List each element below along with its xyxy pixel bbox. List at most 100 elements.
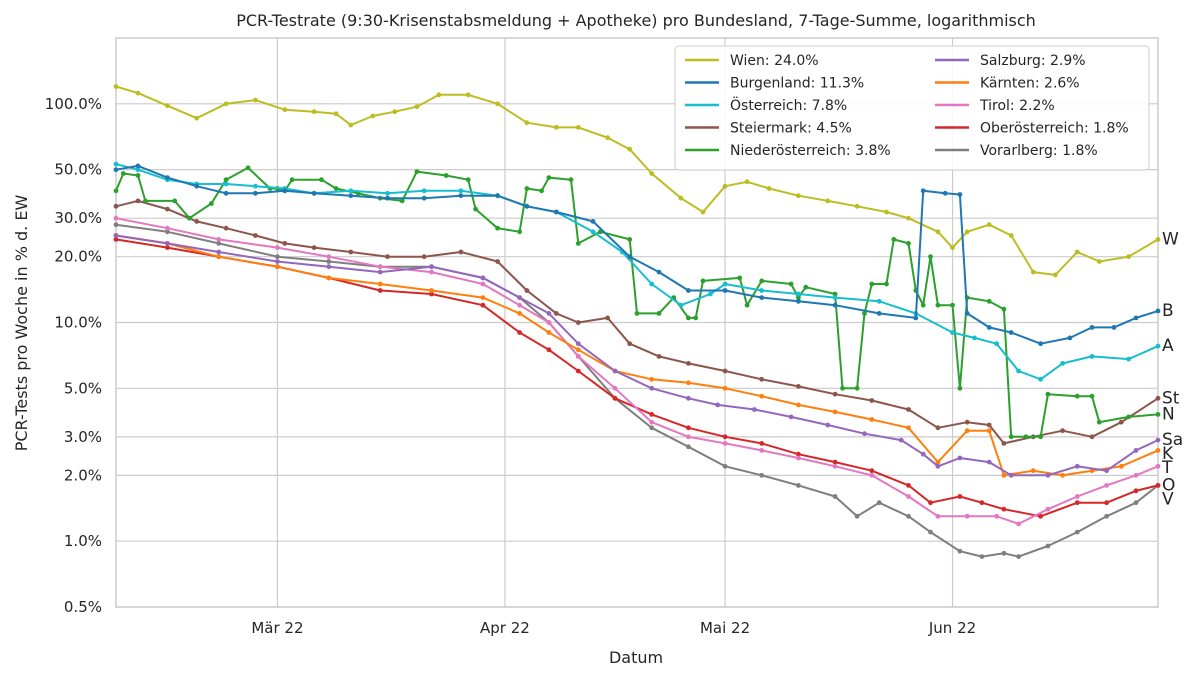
data-point xyxy=(311,109,317,115)
data-point xyxy=(686,444,691,450)
data-point xyxy=(253,233,258,238)
legend-label: Österreich: 7.8% xyxy=(730,96,847,114)
series-end-label: A xyxy=(1162,336,1174,356)
data-point xyxy=(253,183,258,189)
data-point xyxy=(964,419,970,425)
data-point xyxy=(165,103,170,109)
data-point xyxy=(854,385,860,391)
data-point xyxy=(686,434,691,440)
data-point xyxy=(1016,368,1021,374)
data-point xyxy=(1008,472,1014,478)
data-point xyxy=(1133,488,1139,494)
data-point xyxy=(957,548,963,554)
data-point xyxy=(796,295,801,300)
series-line xyxy=(115,223,1159,558)
series-3 xyxy=(113,161,1161,382)
data-point xyxy=(906,513,911,519)
y-tick-label: 50.0% xyxy=(54,161,102,179)
data-point xyxy=(275,245,280,251)
series-layer xyxy=(113,84,1161,559)
data-point xyxy=(854,203,860,209)
data-point xyxy=(245,165,251,171)
data-point xyxy=(1104,483,1109,488)
legend-item: Salzburg: 2.9% xyxy=(935,53,1086,69)
data-point xyxy=(590,219,596,224)
data-point xyxy=(1096,259,1102,264)
data-point xyxy=(113,84,119,89)
y-tick-label: 100.0% xyxy=(45,95,102,113)
data-point xyxy=(1023,434,1029,440)
data-point xyxy=(891,237,897,242)
data-point xyxy=(986,325,992,330)
data-point xyxy=(223,101,229,107)
legend-item: Niederösterreich: 3.8% xyxy=(685,143,891,159)
data-point xyxy=(1118,463,1124,469)
series-end-label: V xyxy=(1162,489,1174,509)
data-point xyxy=(986,459,992,465)
data-point xyxy=(1052,272,1058,278)
data-point xyxy=(421,195,427,201)
y-tick-label: 30.0% xyxy=(54,209,102,227)
data-point xyxy=(686,315,691,321)
data-point xyxy=(935,513,941,519)
data-point xyxy=(517,311,522,316)
data-point xyxy=(612,368,618,374)
data-point xyxy=(964,311,970,316)
data-point xyxy=(113,188,119,194)
data-point xyxy=(333,186,339,191)
data-point xyxy=(135,90,141,96)
series-5 xyxy=(113,165,1161,440)
data-point xyxy=(289,177,295,183)
data-point xyxy=(722,385,728,391)
data-point xyxy=(862,431,867,437)
series-end-label: K xyxy=(1162,444,1174,464)
data-point xyxy=(708,291,713,297)
data-point xyxy=(884,209,889,215)
y-tick-label: 0.5% xyxy=(64,598,102,616)
data-point xyxy=(1074,249,1080,255)
data-point xyxy=(1155,395,1161,401)
data-point xyxy=(120,171,126,176)
data-point xyxy=(1074,393,1080,399)
data-point xyxy=(869,468,875,474)
data-point xyxy=(1155,343,1161,349)
data-point xyxy=(656,311,662,316)
data-point xyxy=(1133,472,1139,478)
data-point xyxy=(311,190,317,196)
legend-label: Burgenland: 11.3% xyxy=(730,76,864,92)
data-point xyxy=(187,215,192,221)
data-point xyxy=(194,219,200,224)
data-point xyxy=(678,302,684,308)
data-point xyxy=(546,311,552,316)
data-point xyxy=(1038,434,1043,440)
data-point xyxy=(1104,500,1109,506)
data-point xyxy=(796,291,801,297)
data-point xyxy=(928,500,933,506)
data-point xyxy=(524,288,530,293)
data-point xyxy=(832,494,838,499)
data-point xyxy=(686,361,691,366)
data-point xyxy=(333,111,339,117)
data-point xyxy=(546,175,552,181)
data-point xyxy=(759,441,765,446)
data-point xyxy=(575,354,581,359)
data-point xyxy=(575,368,581,374)
data-point xyxy=(553,209,559,215)
data-point xyxy=(627,254,633,260)
data-point xyxy=(216,241,222,246)
data-point xyxy=(546,320,552,325)
data-point xyxy=(700,209,706,215)
data-point xyxy=(935,302,941,308)
data-point xyxy=(370,113,376,119)
data-point xyxy=(495,193,500,199)
data-point xyxy=(1074,463,1080,469)
data-point xyxy=(950,330,955,335)
data-point xyxy=(1118,419,1124,425)
data-point xyxy=(825,198,831,204)
data-point xyxy=(796,298,801,304)
data-point xyxy=(796,193,801,199)
y-tick-label: 2.0% xyxy=(64,466,102,484)
data-point xyxy=(686,395,691,401)
data-point xyxy=(172,198,178,204)
data-point xyxy=(319,177,324,183)
